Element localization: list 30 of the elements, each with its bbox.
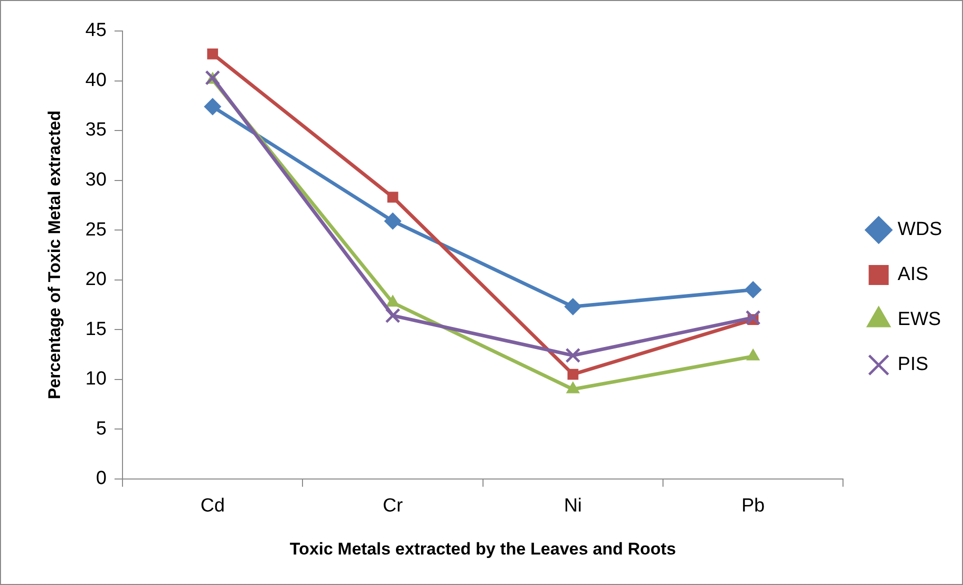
point xyxy=(567,368,578,380)
y-tick-label: 5 xyxy=(96,418,107,440)
y-tick-label: 40 xyxy=(85,70,107,91)
point xyxy=(204,98,222,116)
y-tick-label: 30 xyxy=(85,170,107,190)
x-tick-label: Pb xyxy=(741,495,765,516)
point xyxy=(384,212,402,230)
x-tick-label: Cd xyxy=(200,495,225,516)
x-axis-title: Toxic Metals extracted by the Leaves and Roots xyxy=(290,539,676,558)
point xyxy=(745,310,761,326)
y-axis-title: Percentage of Toxic Metal extracted xyxy=(44,110,64,400)
x-tick-label: Cr xyxy=(382,495,404,516)
point xyxy=(565,348,581,364)
point xyxy=(564,298,582,316)
y-tick-label: 10 xyxy=(85,368,107,390)
point xyxy=(385,308,400,324)
legend-label: EWS xyxy=(898,309,941,330)
legend-label: AIS xyxy=(898,264,928,286)
y-tick-label: 20 xyxy=(85,269,107,290)
point xyxy=(207,48,218,60)
y-tick-label: 45 xyxy=(85,20,107,42)
y-tick-label: 35 xyxy=(85,120,107,141)
y-tick-label: 25 xyxy=(85,219,107,240)
legend-label: PIS xyxy=(898,354,928,376)
y-tick-label: 15 xyxy=(85,318,107,340)
point xyxy=(387,192,398,203)
legend-label: WDS xyxy=(898,219,942,240)
x-tick-label: Ni xyxy=(564,495,582,516)
point xyxy=(744,281,762,298)
y-tick-label: 0 xyxy=(96,468,107,490)
